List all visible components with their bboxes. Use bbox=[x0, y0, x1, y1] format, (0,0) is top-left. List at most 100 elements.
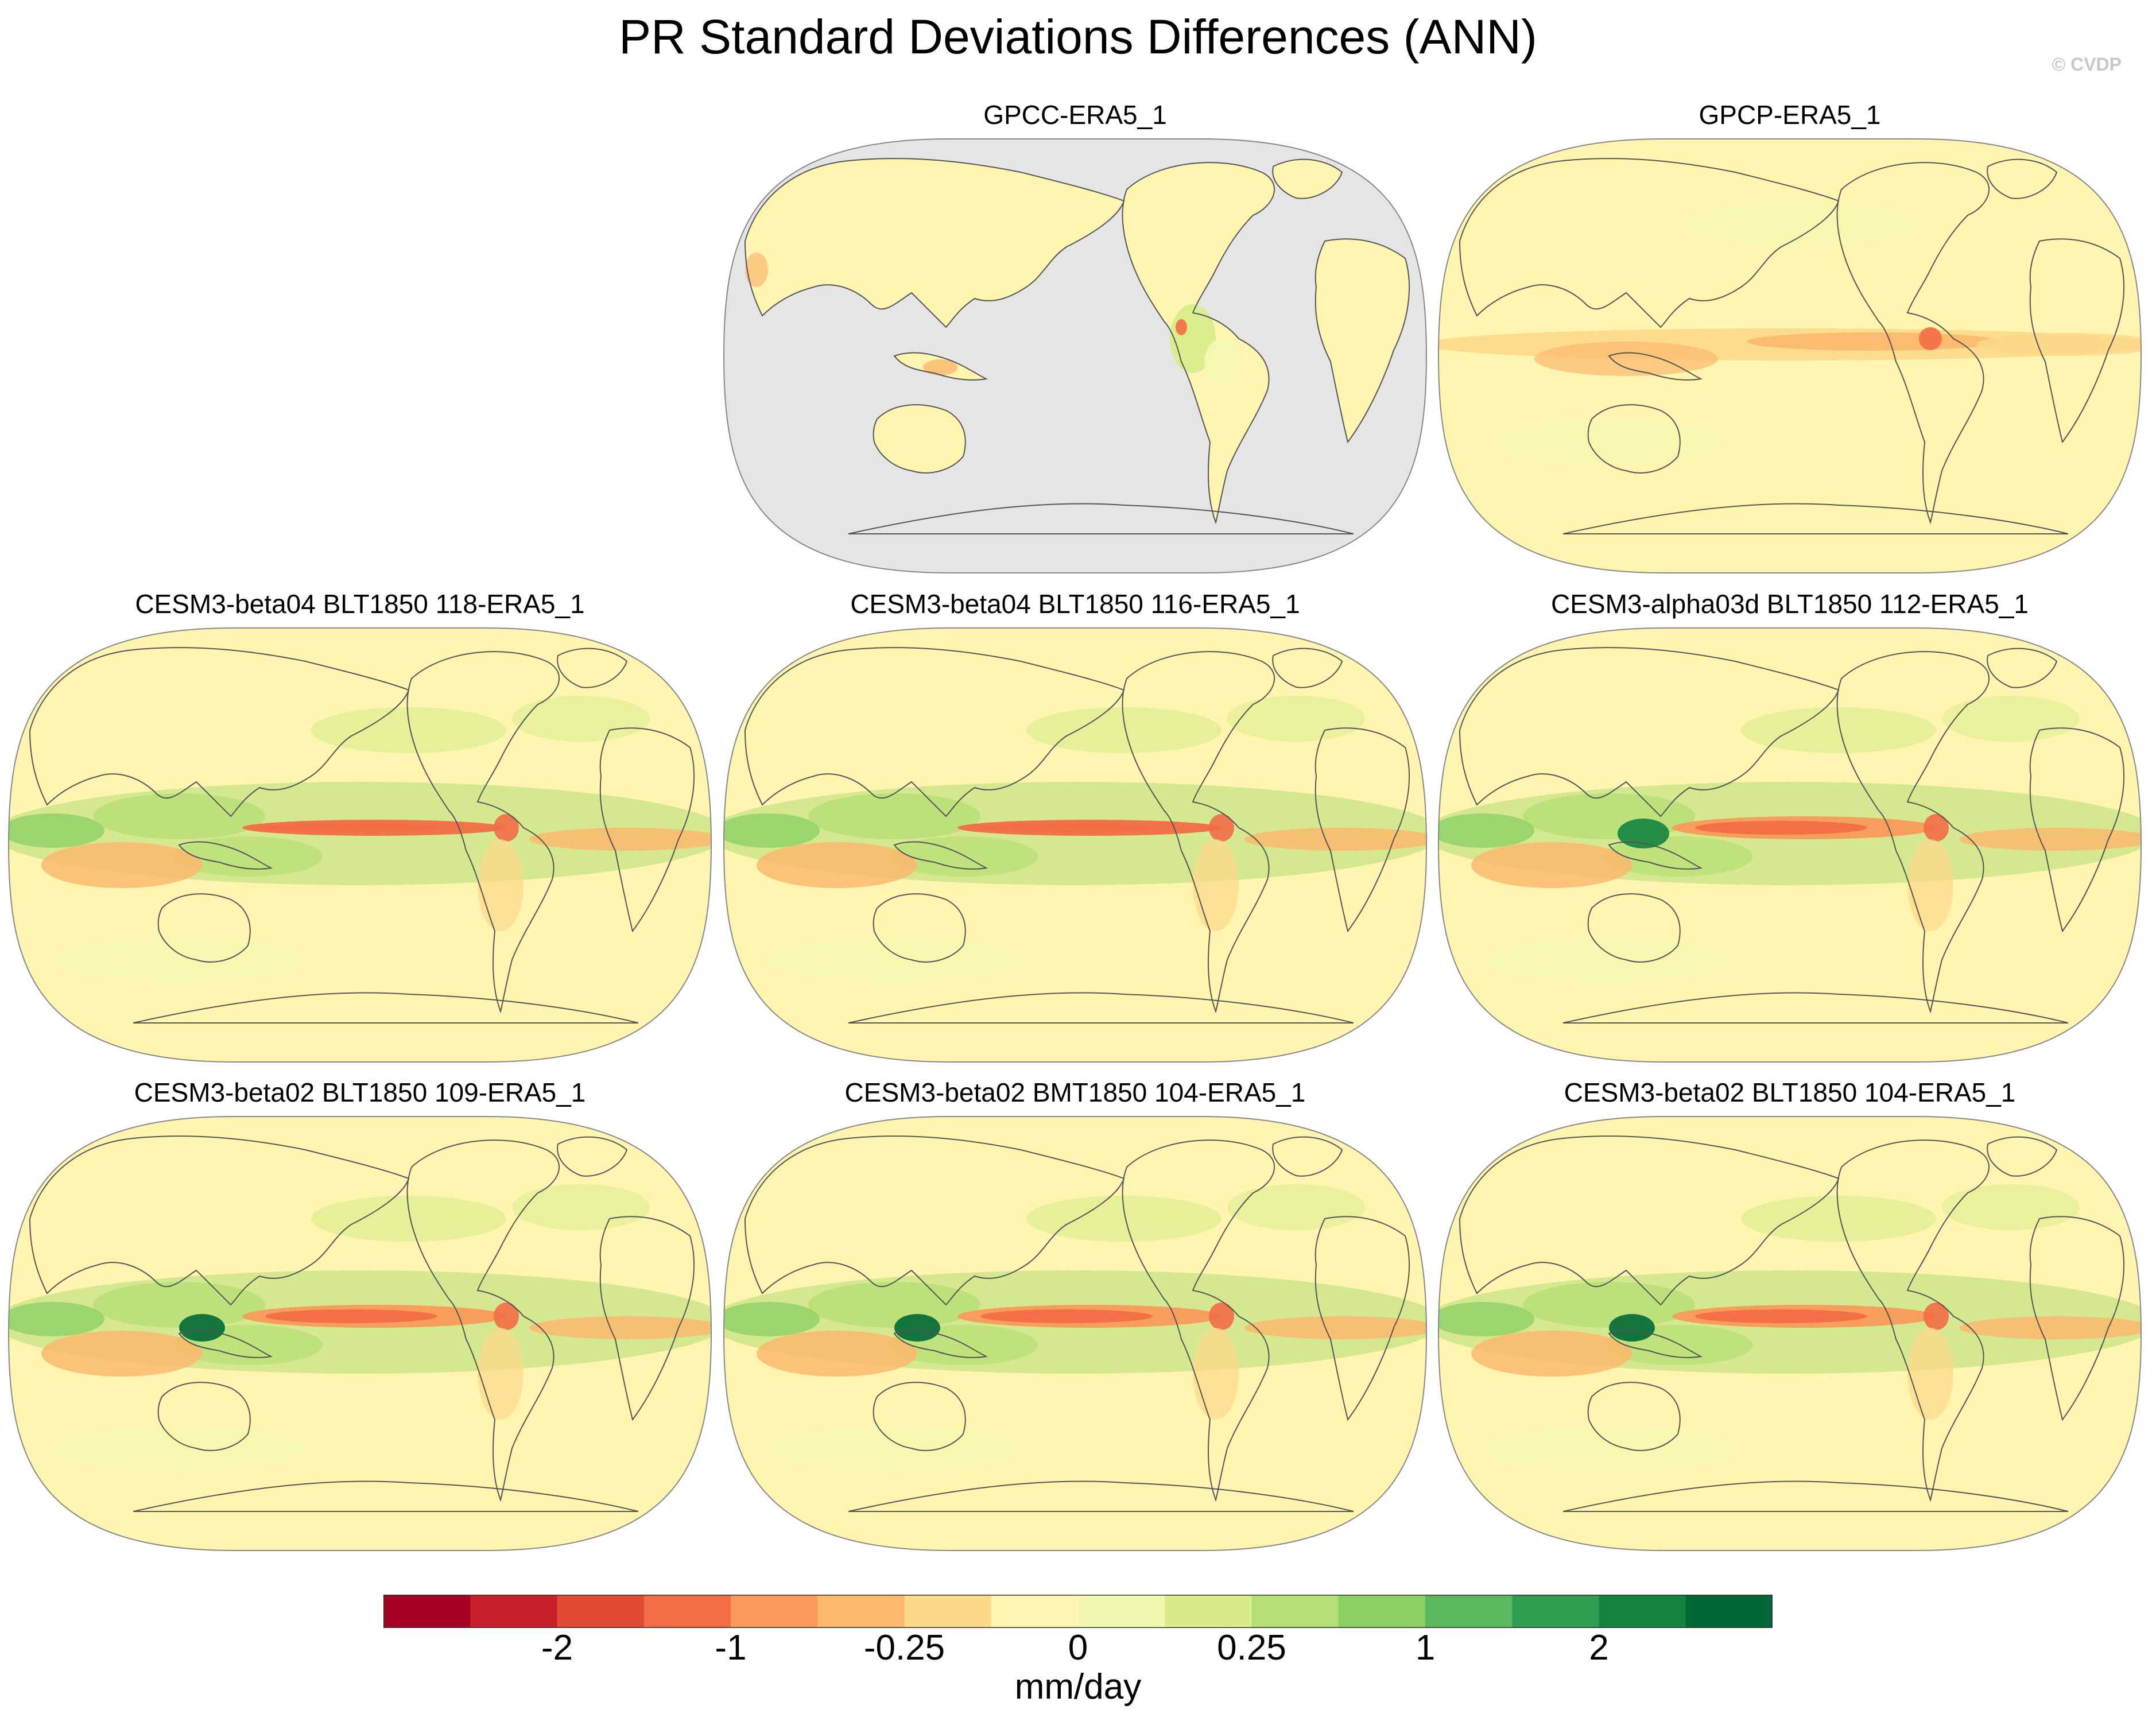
field-anomaly bbox=[1193, 1328, 1239, 1420]
coastline-antarctica bbox=[1562, 992, 2069, 1024]
coastline-greenland bbox=[557, 648, 628, 688]
field-anomaly bbox=[757, 1331, 917, 1377]
field-anomaly bbox=[1907, 1328, 1953, 1420]
colorbar-tick-label: -2 bbox=[541, 1628, 573, 1668]
field-anomaly bbox=[1689, 201, 1919, 247]
colorbar bbox=[383, 1595, 1773, 1628]
figure-title: PR Standard Deviations Differences (ANN) bbox=[619, 10, 1537, 64]
panel-gpcp: GPCP-ERA5_1 bbox=[1437, 98, 2143, 574]
colorbar-swatch bbox=[643, 1595, 731, 1628]
panel-title: CESM3-beta04 BLT1850 118-ERA5_1 bbox=[135, 589, 585, 619]
field-anomaly bbox=[1741, 707, 1936, 753]
coastline-australia bbox=[1587, 404, 1681, 474]
field-anomaly bbox=[1227, 1184, 1365, 1230]
coastline-americas bbox=[1122, 1139, 1275, 1502]
coastline-africa bbox=[599, 1216, 695, 1421]
field-anomaly bbox=[494, 814, 519, 842]
field-anomaly bbox=[1026, 707, 1222, 753]
land-field bbox=[745, 158, 1124, 327]
field-anomaly bbox=[1471, 842, 1632, 888]
field-anomaly bbox=[1523, 793, 1695, 839]
panel-beta02-blt104: CESM3-beta02 BLT1850 104-ERA5_1 bbox=[1437, 1075, 2143, 1552]
panel-title: CESM3-alpha03d BLT1850 112-ERA5_1 bbox=[1551, 589, 2029, 619]
coastline-maritime bbox=[178, 1329, 273, 1358]
map-outline bbox=[1437, 627, 2142, 1063]
field-anomaly bbox=[1618, 819, 1669, 848]
coastline-antarctica bbox=[848, 503, 1354, 534]
map-outline bbox=[7, 1116, 712, 1551]
field-anomaly bbox=[529, 1316, 711, 1339]
field-anomaly bbox=[1534, 342, 1718, 376]
coastline-australia bbox=[873, 893, 966, 963]
coastline-maritime bbox=[1608, 841, 1703, 870]
field-anomaly bbox=[980, 1309, 1153, 1323]
field-anomaly bbox=[265, 823, 437, 832]
coastline-eurasia bbox=[744, 647, 1125, 817]
coastline-africa bbox=[1314, 1216, 1410, 1421]
colorbar-swatch bbox=[1165, 1595, 1252, 1628]
colorbar-swatch bbox=[383, 1595, 471, 1628]
colorbar-units: mm/day bbox=[1014, 1667, 1142, 1707]
coastline-australia bbox=[157, 893, 251, 963]
field-anomaly bbox=[179, 1314, 225, 1342]
field-anomaly bbox=[1695, 1309, 1867, 1323]
field-anomaly bbox=[1244, 828, 1426, 851]
land-field bbox=[873, 405, 965, 473]
coastline-maritime bbox=[893, 841, 988, 870]
colorbar-swatch bbox=[1078, 1595, 1165, 1628]
field-anomaly bbox=[808, 793, 980, 839]
field-anomaly bbox=[1741, 1196, 1936, 1242]
coastline-eurasia bbox=[29, 647, 410, 817]
colorbar-swatch bbox=[1425, 1595, 1513, 1628]
field-anomaly bbox=[1471, 1331, 1632, 1377]
field-anomaly bbox=[1244, 1316, 1426, 1339]
field-anomaly bbox=[745, 253, 768, 287]
colorbar-tick-label: -1 bbox=[715, 1628, 747, 1668]
colorbar-swatch bbox=[470, 1595, 557, 1628]
field-anomaly bbox=[1204, 339, 1239, 385]
world-map bbox=[723, 1116, 1428, 1551]
coastline-americas bbox=[1836, 162, 1990, 525]
field-anomaly bbox=[1494, 419, 1724, 465]
field-anomaly bbox=[1959, 828, 2141, 851]
colorbar-swatch bbox=[731, 1595, 818, 1628]
field-anomaly bbox=[41, 1331, 202, 1377]
coastline-maritime bbox=[1608, 1329, 1703, 1358]
watermark: © CVDP bbox=[2052, 54, 2122, 75]
coastline-eurasia bbox=[1459, 158, 1840, 328]
colorbar-frame bbox=[383, 1595, 1773, 1628]
field-anomaly bbox=[1193, 839, 1239, 931]
colorbar-swatch bbox=[1685, 1595, 1773, 1628]
colorbar-tick-label: 2 bbox=[1589, 1628, 1609, 1668]
field-anomaly bbox=[808, 1282, 980, 1328]
world-map bbox=[723, 138, 1428, 573]
panel-title: CESM3-beta02 BLT1850 109-ERA5_1 bbox=[134, 1077, 586, 1107]
field-anomaly bbox=[894, 1314, 940, 1342]
panel-title: CESM3-beta02 BMT1850 104-ERA5_1 bbox=[844, 1077, 1306, 1107]
coastline-maritime bbox=[893, 1329, 988, 1358]
coastline-australia bbox=[873, 1382, 966, 1451]
colorbar-swatch bbox=[991, 1595, 1079, 1628]
coastline-antarctica bbox=[133, 1480, 639, 1512]
panel-beta02-blt109: CESM3-beta02 BLT1850 109-ERA5_1 bbox=[7, 1075, 713, 1552]
field-anomaly bbox=[1227, 696, 1365, 742]
field-anomaly bbox=[980, 823, 1153, 832]
panel-title: CESM3-beta04 BLT1850 116-ERA5_1 bbox=[850, 589, 1300, 619]
world-map bbox=[1437, 627, 2142, 1063]
colorbar-tick-label: -0.25 bbox=[863, 1628, 945, 1668]
panel-beta04-118: CESM3-beta04 BLT1850 118-ERA5_1 bbox=[7, 587, 713, 1063]
coastline-africa bbox=[599, 727, 695, 933]
field-anomaly bbox=[93, 1282, 265, 1328]
coastline-africa bbox=[2029, 238, 2125, 444]
coastline-australia bbox=[873, 404, 966, 474]
field-anomaly bbox=[512, 1184, 650, 1230]
coastline-americas bbox=[1836, 1139, 1990, 1502]
field-anomaly bbox=[1924, 814, 1949, 842]
map-outline bbox=[1437, 138, 2142, 573]
colorbar-tick-label: 0 bbox=[1068, 1628, 1088, 1668]
coastline-eurasia bbox=[744, 158, 1125, 328]
land-field bbox=[1315, 239, 1410, 442]
coastline-australia bbox=[157, 1382, 251, 1451]
coastline-eurasia bbox=[1459, 647, 1840, 817]
field-anomaly bbox=[1747, 332, 1999, 351]
